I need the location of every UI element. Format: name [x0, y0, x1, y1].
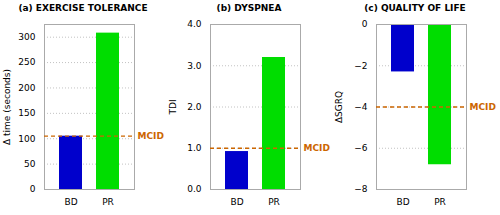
- svg-text:PR: PR: [434, 197, 446, 207]
- svg-text:BD: BD: [396, 197, 409, 207]
- svg-text:0: 0: [362, 19, 368, 29]
- svg-text:PR: PR: [268, 197, 280, 207]
- svg-text:0: 0: [30, 184, 36, 194]
- svg-text:2.0: 2.0: [187, 102, 202, 112]
- html-text:(a) EXERCISE TOLERANCE: (a) EXERCISE TOLERANCE: [18, 3, 148, 13]
- svg-text:50: 50: [24, 159, 36, 169]
- html-text:(c) QUALITY OF LIFE: (c) QUALITY OF LIFE: [364, 3, 466, 13]
- svg-text:300: 300: [18, 32, 35, 42]
- svg-text:4.0: 4.0: [187, 19, 202, 29]
- svg-text:0.0: 0.0: [187, 184, 202, 194]
- svg-text:3.0: 3.0: [187, 61, 202, 71]
- svg-text:150: 150: [18, 108, 35, 118]
- svg-text:ΔSGRQ: ΔSGRQ: [334, 91, 344, 123]
- svg-text:−2: −2: [354, 61, 367, 71]
- svg-text:−8: −8: [354, 184, 368, 194]
- svg-text:BD: BD: [64, 197, 77, 207]
- svg-text:PR: PR: [102, 197, 114, 207]
- svg-text:BD: BD: [230, 197, 243, 207]
- svg-text:Δ time (seconds): Δ time (seconds): [2, 69, 12, 145]
- html-text:(b) DYSPNEA: (b) DYSPNEA: [216, 3, 282, 13]
- svg-text:100: 100: [18, 134, 35, 144]
- svg-text:MCID: MCID: [470, 102, 496, 112]
- svg-text:250: 250: [18, 57, 35, 67]
- svg-text:1.0: 1.0: [187, 143, 202, 153]
- svg-text:200: 200: [18, 83, 35, 93]
- svg-text:MCID: MCID: [138, 131, 164, 141]
- svg-text:TDI: TDI: [168, 99, 178, 115]
- svg-text:−4: −4: [354, 102, 368, 112]
- svg-text:MCID: MCID: [304, 143, 330, 153]
- svg-text:−6: −6: [354, 143, 368, 153]
